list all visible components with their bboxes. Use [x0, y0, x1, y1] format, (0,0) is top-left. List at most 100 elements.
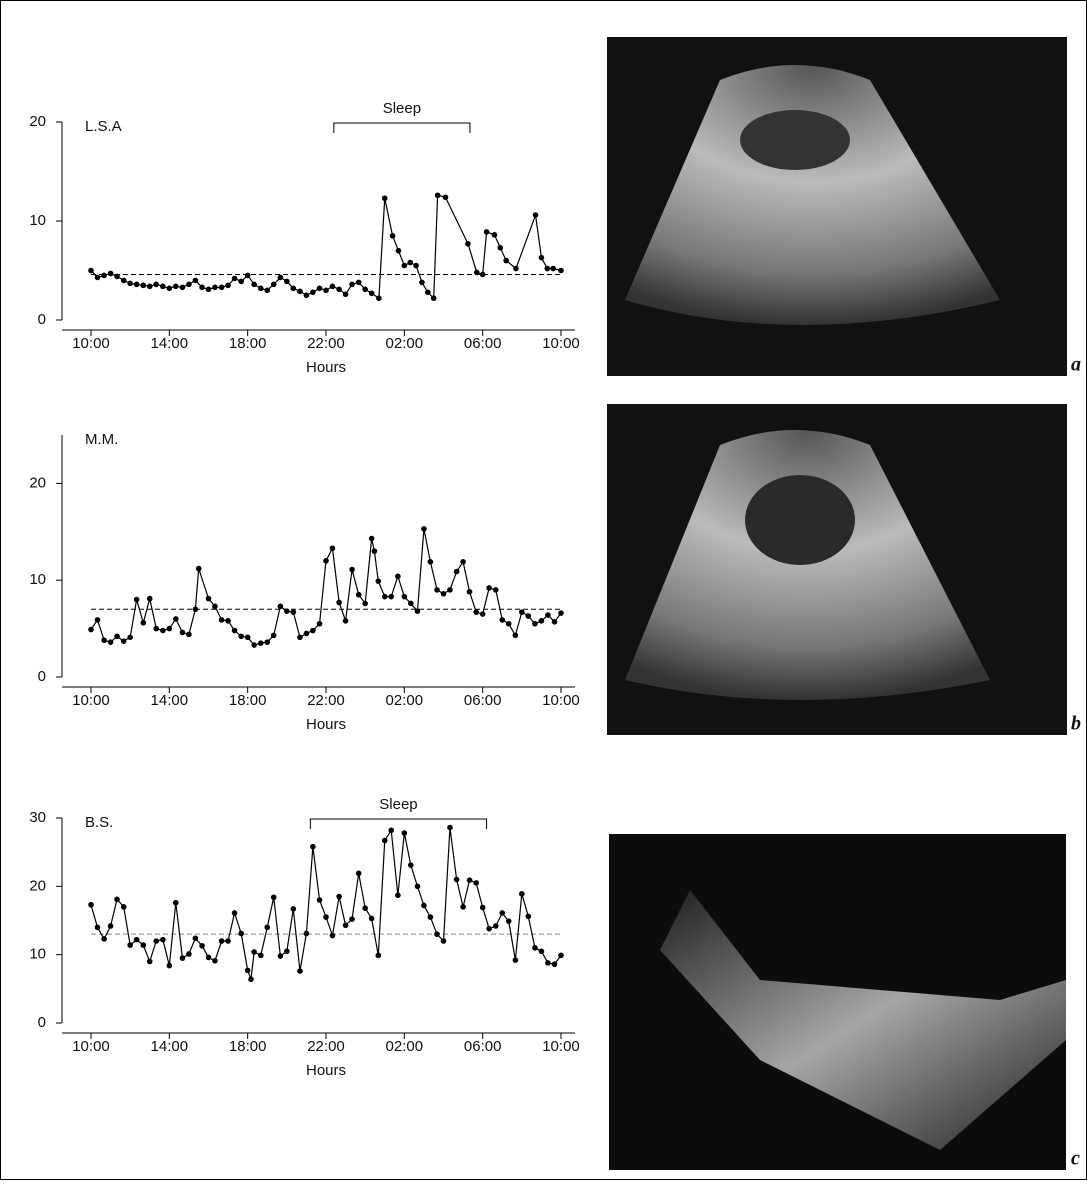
- data-point: [499, 910, 506, 916]
- data-point: [447, 587, 453, 593]
- x-tick-label: 10:00: [542, 692, 580, 709]
- data-point: [186, 951, 192, 957]
- data-point: [195, 565, 202, 572]
- data-point: [513, 265, 519, 272]
- data-point: [290, 609, 297, 615]
- data-point: [101, 936, 107, 942]
- data-point: [466, 877, 473, 883]
- data-point: [375, 952, 382, 959]
- data-point: [342, 618, 349, 624]
- data-point: [257, 640, 264, 646]
- data-point: [205, 595, 212, 602]
- data-point: [388, 593, 395, 600]
- data-point: [218, 938, 225, 944]
- data-point: [401, 262, 408, 269]
- x-tick-label: 22:00: [307, 1038, 345, 1055]
- data-point: [88, 626, 94, 633]
- data-point: [264, 924, 271, 931]
- data-point: [323, 287, 329, 294]
- data-point: [127, 634, 133, 641]
- x-tick-label: 10:00: [72, 692, 110, 709]
- data-point: [466, 589, 473, 595]
- data-point: [231, 910, 238, 916]
- data-point: [146, 595, 153, 602]
- data-point: [336, 286, 342, 293]
- data-point: [166, 285, 173, 292]
- data-point: [186, 281, 192, 288]
- chart-label: M.M.: [85, 431, 118, 448]
- data-point: [133, 596, 140, 603]
- data-point: [395, 573, 401, 580]
- y-tick-label: 0: [38, 311, 46, 328]
- data-point: [127, 280, 133, 287]
- data-point: [166, 962, 173, 969]
- data-point: [264, 287, 271, 294]
- data-point: [120, 277, 127, 284]
- data-point: [140, 619, 147, 626]
- y-tick-label: 10: [29, 212, 46, 229]
- data-point: [166, 625, 173, 632]
- x-tick-label: 14:00: [151, 692, 189, 709]
- data-point: [133, 281, 140, 288]
- data-point: [192, 277, 199, 284]
- data-point: [186, 631, 192, 638]
- data-point: [479, 611, 486, 617]
- data-point: [153, 625, 160, 632]
- chart-label: L.S.A: [85, 118, 122, 135]
- data-point: [401, 830, 408, 836]
- x-axis-label: Hours: [306, 716, 346, 733]
- data-point: [316, 897, 323, 903]
- data-point: [257, 285, 264, 292]
- data-point: [558, 610, 564, 616]
- data-point: [238, 278, 245, 285]
- data-point: [107, 270, 114, 277]
- data-point: [434, 192, 441, 199]
- data-point: [251, 281, 257, 288]
- x-tick-label: 10:00: [542, 335, 580, 352]
- data-point: [251, 949, 257, 955]
- data-point: [297, 968, 303, 974]
- data-point: [244, 634, 251, 641]
- data-point: [303, 930, 310, 937]
- panel-label: c: [1071, 1148, 1080, 1170]
- panel-label: b: [1071, 713, 1081, 735]
- data-point: [270, 632, 277, 639]
- data-point: [479, 271, 486, 278]
- data-point: [336, 893, 342, 900]
- data-point: [248, 976, 254, 983]
- data-point: [545, 612, 551, 618]
- ultrasound-b: [607, 404, 1067, 735]
- data-point: [388, 827, 395, 834]
- data-point: [297, 288, 303, 295]
- data-point: [290, 285, 297, 292]
- data-point: [430, 295, 437, 302]
- data-point: [114, 896, 120, 903]
- data-point: [505, 918, 512, 924]
- data-point: [107, 923, 114, 929]
- data-point: [172, 283, 179, 290]
- data-point: [532, 945, 538, 951]
- x-tick-label: 02:00: [386, 335, 424, 352]
- data-point: [218, 284, 225, 291]
- data-point: [127, 942, 133, 948]
- data-point: [316, 620, 323, 627]
- data-point: [519, 891, 525, 897]
- data-point: [551, 961, 558, 968]
- data-point: [212, 603, 218, 610]
- chart-label: B.S.: [85, 814, 113, 831]
- ultrasound-a: [607, 37, 1067, 376]
- data-point: [179, 284, 186, 291]
- data-line: [90, 194, 562, 300]
- data-point: [172, 899, 179, 906]
- data-point: [550, 265, 556, 272]
- data-point: [225, 282, 231, 289]
- data-point: [492, 923, 499, 929]
- data-point: [421, 526, 427, 532]
- data-point: [473, 880, 480, 886]
- data-point: [316, 285, 323, 292]
- data-point: [355, 870, 362, 877]
- data-point: [146, 958, 153, 965]
- x-tick-label: 02:00: [386, 692, 424, 709]
- data-point: [284, 278, 290, 285]
